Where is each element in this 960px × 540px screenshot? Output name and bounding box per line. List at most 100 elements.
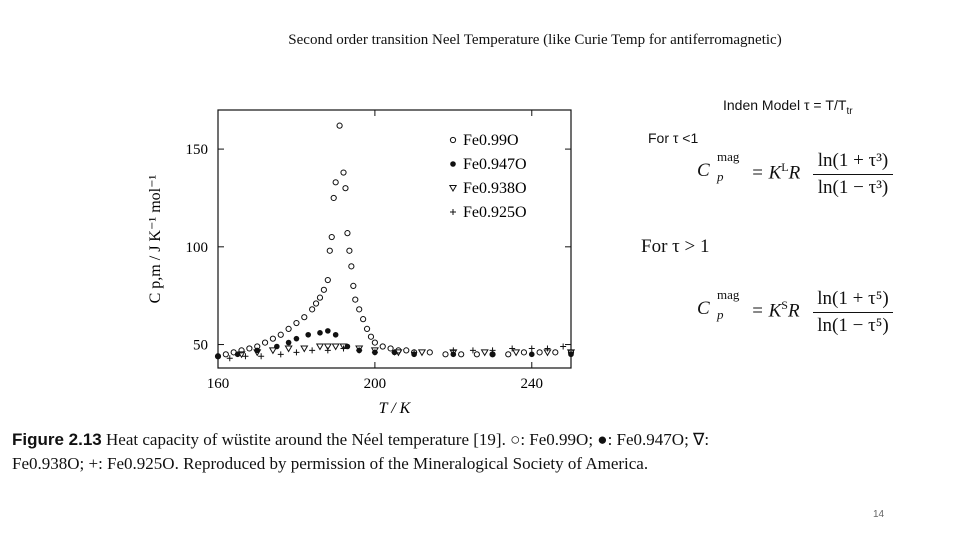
data-point-series-3 <box>411 349 418 356</box>
data-point-series-3 <box>258 353 265 360</box>
equation-r: R <box>787 300 800 322</box>
data-point-series-2 <box>512 349 521 357</box>
data-point-series-0 <box>277 331 284 338</box>
data-point-series-0 <box>238 347 245 354</box>
data-point-series-0 <box>301 314 308 321</box>
data-point-series-3 <box>356 347 363 354</box>
figure-label: Figure 2.13 <box>12 430 102 449</box>
data-point-series-0 <box>320 286 327 293</box>
data-point-series-0 <box>222 351 229 358</box>
data-point-series-3 <box>489 347 496 354</box>
equation-numerator: ln(1 + τ⁵) <box>813 288 893 313</box>
data-point-series-3 <box>226 355 233 362</box>
equation-fraction: ln(1 + τ³) ln(1 − τ³) <box>813 150 893 199</box>
data-point-series-0 <box>309 306 316 313</box>
legend-marker <box>449 136 457 144</box>
legend-entry: Fe0.947O <box>463 156 527 173</box>
data-point-series-3 <box>560 343 567 350</box>
data-point-series-0 <box>371 339 378 346</box>
data-point-series-2 <box>253 349 262 357</box>
condition-tau-less-than-one: For τ <1 <box>648 130 699 146</box>
equation-lhs: C <box>697 298 710 319</box>
data-point-series-3 <box>242 353 249 360</box>
data-point-series-3 <box>293 349 300 356</box>
data-point-series-0 <box>293 319 300 327</box>
data-point-series-0 <box>332 179 339 186</box>
equation-numerator: ln(1 + τ³) <box>813 150 893 175</box>
data-point-series-1 <box>215 353 221 360</box>
data-point-series-0 <box>344 230 351 237</box>
data-point-series-3 <box>309 347 316 354</box>
data-point-series-0 <box>426 349 433 356</box>
equation-rhs: = KSR <box>751 298 800 322</box>
data-point-series-2 <box>331 343 340 351</box>
legend-entry: Fe0.938O <box>463 180 527 197</box>
legend-entry: Fe0.925O <box>463 204 527 221</box>
data-point-series-1 <box>332 331 339 338</box>
data-point-series-1 <box>293 335 300 342</box>
caption-text: Heat capacity of wüstite around the Néel… <box>12 430 710 473</box>
data-point-series-0 <box>552 349 559 356</box>
data-point-series-3 <box>450 347 457 354</box>
data-point-series-0 <box>316 294 324 301</box>
equation-denominator: ln(1 − τ⁵) <box>817 315 889 336</box>
data-point-series-0 <box>346 247 353 254</box>
y-tick-label: 100 <box>186 240 209 256</box>
data-point-series-0 <box>473 351 480 358</box>
data-point-series-1 <box>305 331 312 338</box>
data-point-series-2 <box>566 349 576 357</box>
equation-fraction: ln(1 + τ⁵) ln(1 − τ⁵) <box>813 288 893 337</box>
data-point-series-2 <box>315 343 325 351</box>
legend-marker <box>448 185 458 192</box>
data-point-series-0 <box>403 347 410 354</box>
y-tick-label: 50 <box>193 338 208 354</box>
data-point-series-3 <box>340 345 347 352</box>
data-point-series-3 <box>277 351 284 358</box>
data-point-series-0 <box>458 351 465 358</box>
data-point-series-0 <box>348 263 355 270</box>
legend-marker <box>450 209 456 215</box>
equation-lhs: C <box>697 160 710 181</box>
data-point-series-3 <box>528 345 535 352</box>
data-point-series-2 <box>370 347 379 355</box>
equation-supsub: mag p <box>717 150 739 184</box>
data-point-series-2 <box>417 349 427 357</box>
heat-capacity-chart: 160 200 240 50 100 150 T / K C p,m / J K⁻¹ mol⁻… <box>147 109 576 417</box>
data-point-series-0 <box>330 194 337 202</box>
data-point-series-0 <box>261 339 269 346</box>
equation-k: = K <box>751 300 782 322</box>
equation-rhs: = KLR <box>751 160 800 184</box>
data-point-series-2 <box>284 345 293 353</box>
data-point-series-0 <box>352 296 359 303</box>
plot-frame <box>217 109 572 369</box>
data-point-series-2 <box>237 351 246 359</box>
data-point-series-0 <box>520 349 528 356</box>
data-point-series-0 <box>328 233 335 241</box>
y-tick-label: 150 <box>186 142 209 158</box>
legend-entry: Fe0.99O <box>463 132 519 149</box>
equation-r: R <box>788 162 801 184</box>
data-point-series-2 <box>268 347 277 355</box>
data-point-series-3 <box>371 349 378 356</box>
data-point-series-0 <box>350 282 357 290</box>
data-point-series-2 <box>339 343 348 351</box>
data-point-series-3 <box>509 345 516 352</box>
data-point-series-3 <box>324 347 331 354</box>
data-point-series-0 <box>340 169 347 176</box>
data-point-series-0 <box>363 325 371 333</box>
data-point-series-0 <box>536 349 543 356</box>
data-point-series-0 <box>367 333 375 340</box>
inden-model-label: Inden Model τ = T/Ttr <box>723 97 853 117</box>
data-point-series-2 <box>480 349 489 357</box>
y-axis-label: C p,m / J K⁻¹ mol⁻¹ <box>147 174 164 303</box>
data-point-series-0 <box>379 343 386 350</box>
data-point-series-0 <box>360 316 367 323</box>
x-tick-label: 160 <box>207 376 230 392</box>
slide-title: Second order transition Neel Temperature… <box>288 32 782 48</box>
data-point-series-0 <box>342 185 349 192</box>
data-point-series-0 <box>356 306 363 313</box>
data-point-series-0 <box>442 351 449 358</box>
equation-k-sup: L <box>781 160 789 174</box>
condition-tau-greater-than-one: For τ > 1 <box>641 236 710 257</box>
x-tick-label: 240 <box>521 376 544 392</box>
